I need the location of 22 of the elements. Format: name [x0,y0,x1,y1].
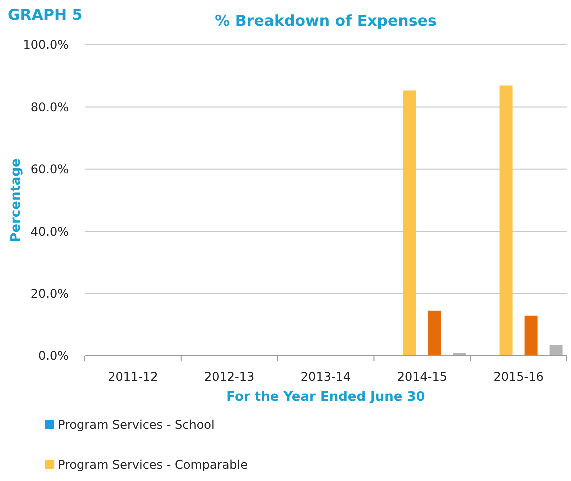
legend-label: Program Services - Comparable [58,458,248,472]
legend-label: Program Services - School [58,418,215,432]
bar [403,90,416,356]
x-tick-label: 2014-15 [397,370,448,384]
bar [500,86,513,356]
y-tick-label: 20.0% [30,287,69,301]
y-tick-label: 40.0% [30,224,69,239]
x-tick-label: 2015-16 [494,370,544,384]
y-tick-label: 100.0% [23,38,69,52]
y-axis-title: Percentage [9,158,24,242]
x-tick-label: 2013-14 [300,370,352,384]
y-tick-label: 0.0% [38,349,69,364]
x-tick-label: 2012-13 [204,370,255,384]
bar [524,316,538,356]
y-tick-label: 80.0% [30,100,69,114]
y-tick-label: 60.0% [30,162,69,177]
caption: GRAPH 5 [8,6,83,24]
bar [428,310,442,356]
bar [550,345,563,356]
chart-title: % Breakdown of Expenses [215,12,437,30]
x-axis-title: For the Year Ended June 30 [226,390,426,405]
x-tick-label: 2011-12 [108,370,158,384]
